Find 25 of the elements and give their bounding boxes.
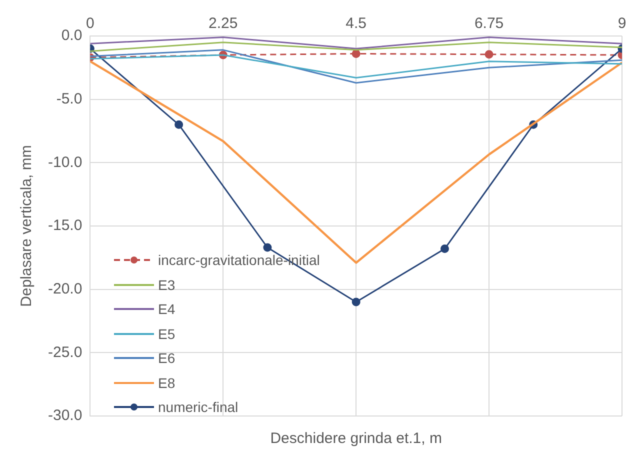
y-tick-label: -15.0 (48, 217, 82, 234)
y-tick-label: -25.0 (48, 344, 82, 361)
legend-label: E8 (158, 374, 176, 392)
x-tick-label: 0 (86, 15, 94, 32)
legend-label: E4 (158, 300, 176, 319)
point (263, 243, 272, 252)
point (174, 120, 184, 129)
x-tick-label: 2.25 (208, 15, 238, 32)
point (352, 298, 360, 306)
point (484, 50, 494, 59)
y-tick-label: 0.0 (61, 27, 82, 44)
y-tick-label: -30.0 (48, 407, 82, 424)
y-tick-label: -5.0 (56, 90, 82, 108)
legend-label: E5 (158, 324, 176, 344)
y-tick-label: -20.0 (48, 280, 82, 298)
point (440, 244, 449, 254)
x-tick-label: 6.75 (474, 15, 504, 32)
x-tick-label: 4.5 (346, 15, 367, 32)
y-tick-label: -10.0 (48, 154, 82, 171)
y-axis-title: Deplasare verticala, mm (18, 145, 36, 307)
legend-label: E3 (158, 276, 176, 294)
x-axis-title: Deschidere grinda et.1, m (270, 430, 442, 448)
legend-label: E6 (158, 349, 176, 368)
legend-label: numeric-final (158, 398, 238, 417)
x-tick-label: 9 (618, 15, 626, 32)
